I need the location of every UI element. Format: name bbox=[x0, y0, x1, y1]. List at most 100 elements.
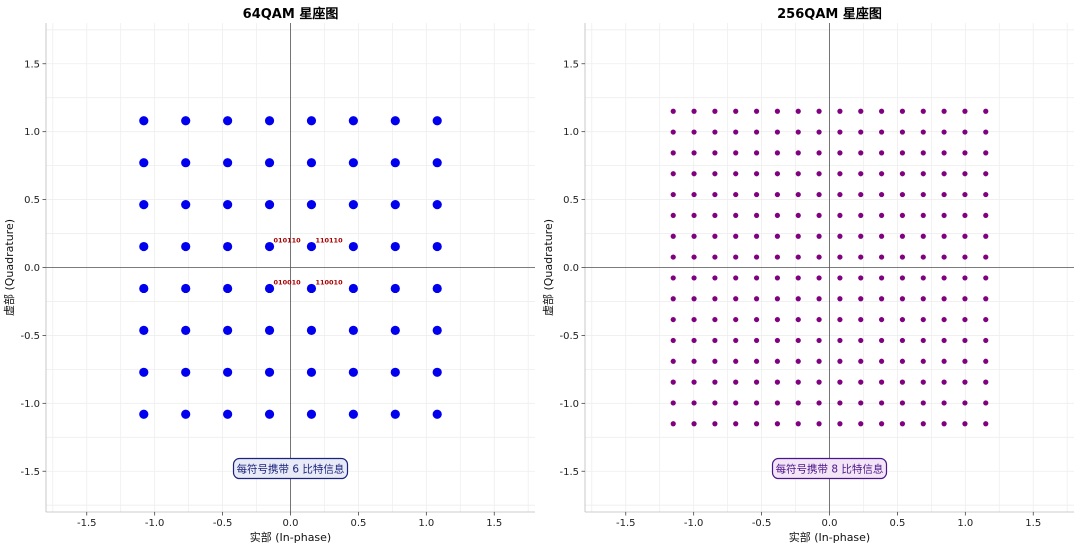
constellation-point bbox=[816, 275, 822, 281]
constellation-point bbox=[691, 212, 697, 219]
constellation-point bbox=[348, 116, 358, 126]
constellation-point bbox=[774, 337, 781, 344]
constellation-point bbox=[795, 421, 801, 427]
constellation-point bbox=[348, 325, 358, 335]
constellation-point bbox=[753, 171, 760, 177]
constellation-point bbox=[774, 212, 781, 219]
constellation-point bbox=[816, 129, 822, 135]
x-tick-label: -1.5 bbox=[77, 518, 97, 529]
y-tick-label: 1.0 bbox=[563, 127, 579, 138]
constellation-point bbox=[962, 254, 968, 260]
constellation-point bbox=[348, 158, 358, 168]
constellation-point bbox=[941, 150, 947, 156]
constellation-point bbox=[816, 400, 822, 406]
constellation-point bbox=[816, 358, 822, 364]
constellation-point bbox=[858, 379, 864, 385]
constellation-point bbox=[306, 325, 317, 335]
constellation-point bbox=[432, 409, 442, 419]
chart-title: 256QAM 星座图 bbox=[777, 6, 882, 22]
constellation-point bbox=[858, 296, 864, 302]
constellation-point bbox=[920, 129, 926, 135]
constellation-point bbox=[795, 191, 801, 198]
constellation-point bbox=[795, 316, 801, 323]
y-tick-label: 0.0 bbox=[24, 263, 40, 274]
constellation-point bbox=[733, 191, 739, 198]
constellation-point bbox=[670, 400, 676, 406]
x-tick-label: 1.0 bbox=[957, 518, 973, 529]
chart-panel-1: -1.5 -1.0 -0.5 0.0 0.5 1.0 1.5 -1.5 -1.0 -0.5 0.0 0… bbox=[541, 6, 1074, 544]
y-tick-label: 1.5 bbox=[563, 59, 579, 70]
constellation-point bbox=[899, 212, 906, 219]
constellation-point bbox=[264, 116, 275, 126]
constellation-point bbox=[837, 421, 843, 427]
constellation-point bbox=[691, 191, 697, 198]
constellation-point bbox=[432, 367, 442, 377]
constellation-point bbox=[181, 409, 191, 419]
constellation-point bbox=[348, 367, 358, 377]
x-tick-label: -0.5 bbox=[213, 518, 233, 529]
constellation-point bbox=[348, 200, 358, 210]
constellation-point bbox=[390, 241, 400, 252]
constellation-point bbox=[858, 191, 864, 198]
x-tick-label: 0.5 bbox=[350, 518, 366, 529]
x-tick-label: 0.0 bbox=[283, 518, 299, 529]
constellation-point bbox=[348, 283, 358, 294]
constellation-point bbox=[712, 171, 718, 177]
constellation-point bbox=[878, 129, 885, 135]
constellation-point bbox=[878, 108, 885, 114]
constellation-point bbox=[139, 367, 149, 377]
constellation-point bbox=[733, 129, 739, 135]
constellation-point bbox=[139, 116, 149, 126]
constellation-point bbox=[753, 108, 760, 114]
constellation-point bbox=[181, 200, 191, 210]
constellation-point bbox=[223, 367, 233, 377]
constellation-point bbox=[899, 191, 906, 198]
constellation-point bbox=[816, 296, 822, 302]
constellation-point bbox=[941, 254, 947, 260]
constellation-point bbox=[962, 150, 968, 156]
constellation-point bbox=[795, 400, 801, 406]
constellation-point bbox=[306, 409, 317, 419]
x-axis-label: 实部 (In-phase) bbox=[250, 530, 331, 544]
constellation-point bbox=[858, 108, 864, 114]
constellation-point bbox=[962, 108, 968, 114]
constellation-point bbox=[753, 296, 760, 302]
constellation-point bbox=[920, 296, 926, 302]
constellation-point bbox=[223, 241, 233, 252]
constellation-point bbox=[837, 191, 843, 198]
constellation-point bbox=[920, 212, 926, 219]
constellation-point bbox=[983, 171, 989, 177]
constellation-point bbox=[795, 212, 801, 219]
constellation-point bbox=[795, 358, 801, 364]
constellation-point bbox=[837, 296, 843, 302]
constellation-point bbox=[691, 400, 697, 406]
constellation-point bbox=[181, 283, 191, 294]
constellation-point bbox=[941, 191, 947, 198]
constellation-point bbox=[878, 191, 885, 198]
constellation-point bbox=[390, 200, 400, 210]
y-tick-label: 0.5 bbox=[563, 195, 579, 206]
constellation-point bbox=[712, 191, 718, 198]
constellation-point bbox=[816, 191, 822, 198]
constellation-point bbox=[816, 108, 822, 114]
constellation-point bbox=[753, 316, 760, 323]
constellation-point bbox=[983, 233, 989, 239]
y-tick-label: 0.5 bbox=[24, 195, 40, 206]
constellation-point bbox=[670, 254, 676, 260]
constellation-point bbox=[962, 296, 968, 302]
info-box bbox=[771, 457, 888, 480]
constellation-point bbox=[858, 254, 864, 260]
constellation-point bbox=[139, 158, 149, 168]
constellation-point bbox=[920, 400, 926, 406]
constellation-point bbox=[733, 275, 739, 281]
constellation-point bbox=[733, 150, 739, 156]
constellation-point bbox=[795, 171, 801, 177]
constellation-point bbox=[941, 212, 947, 219]
constellation-point bbox=[858, 316, 864, 323]
constellation-point bbox=[733, 400, 739, 406]
constellation-point bbox=[432, 158, 442, 168]
constellation-point bbox=[753, 150, 760, 156]
y-tick-label: -0.5 bbox=[559, 331, 579, 342]
constellation-point bbox=[920, 275, 926, 281]
constellation-point bbox=[774, 421, 781, 427]
